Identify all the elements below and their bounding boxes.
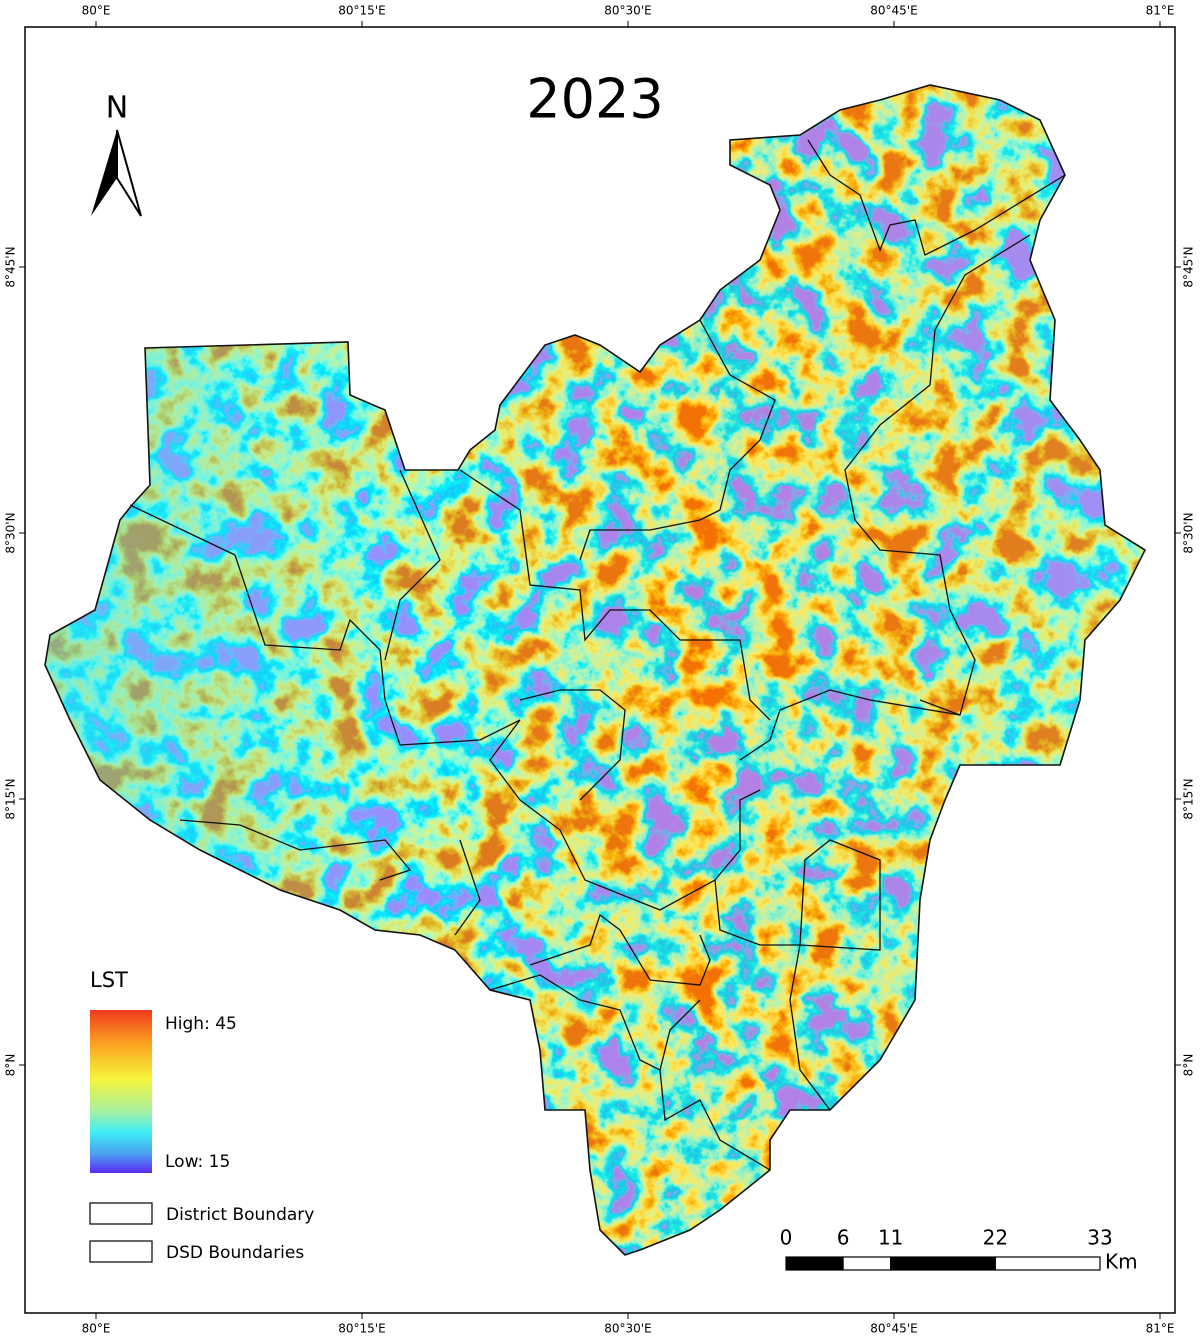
- longitude-label: 81°E: [1146, 4, 1175, 18]
- legend-colorbar: [90, 1010, 152, 1173]
- longitude-label: 81°E: [1146, 1322, 1175, 1336]
- scale-segment: [994, 1256, 1101, 1271]
- legend-swatch: [89, 1240, 153, 1263]
- latitude-label: 8°45'N: [1182, 246, 1196, 287]
- scale-tick-label: 6: [837, 1226, 850, 1250]
- longitude-label: 80°15'E: [338, 1322, 385, 1336]
- legend-title: LST: [90, 968, 128, 992]
- legend-swatch: [89, 1202, 153, 1225]
- latitude-label: 8°15'N: [1182, 778, 1196, 819]
- longitude-label: 80°30'E: [604, 1322, 651, 1336]
- legend-high: High: 45: [165, 1014, 237, 1034]
- scale-segment: [785, 1256, 844, 1271]
- legend-low: Low: 15: [165, 1152, 230, 1172]
- longitude-label: 80°30'E: [604, 4, 651, 18]
- longitude-label: 80°45'E: [870, 1322, 917, 1336]
- map-title: 2023: [526, 68, 663, 131]
- legend-item: DSD Boundaries: [166, 1243, 304, 1263]
- longitude-label: 80°E: [82, 1322, 111, 1336]
- latitude-label: 8°N: [4, 1054, 18, 1077]
- legend-item: District Boundary: [166, 1205, 314, 1225]
- longitude-label: 80°45'E: [870, 4, 917, 18]
- latitude-label: 8°30'N: [1182, 512, 1196, 553]
- latitude-label: 8°15'N: [4, 778, 18, 819]
- scale-tick-label: 0: [780, 1226, 793, 1250]
- scale-tick-label: 11: [878, 1226, 903, 1250]
- scale-tick-label: 22: [983, 1226, 1008, 1250]
- longitude-label: 80°15'E: [338, 4, 385, 18]
- latitude-label: 8°30'N: [4, 512, 18, 553]
- latitude-label: 8°N: [1182, 1054, 1196, 1077]
- north-label: N: [106, 91, 128, 126]
- north-arrow-left: [91, 130, 117, 216]
- north-arrow-right: [116, 129, 142, 217]
- dsd-boundaries: [129, 139, 1066, 1171]
- scale-unit: Km: [1105, 1250, 1138, 1274]
- latitude-label: 8°45'N: [4, 246, 18, 287]
- scale-tick-label: 33: [1087, 1226, 1112, 1250]
- graticule: 80°E 80°E 80°15'E 80°15'E 80°30'E 80°30'E 80°4…: [4, 4, 1196, 1336]
- longitude-label: 80°E: [82, 4, 111, 18]
- scale-segment: [890, 1256, 996, 1271]
- scale-segment: [842, 1256, 892, 1271]
